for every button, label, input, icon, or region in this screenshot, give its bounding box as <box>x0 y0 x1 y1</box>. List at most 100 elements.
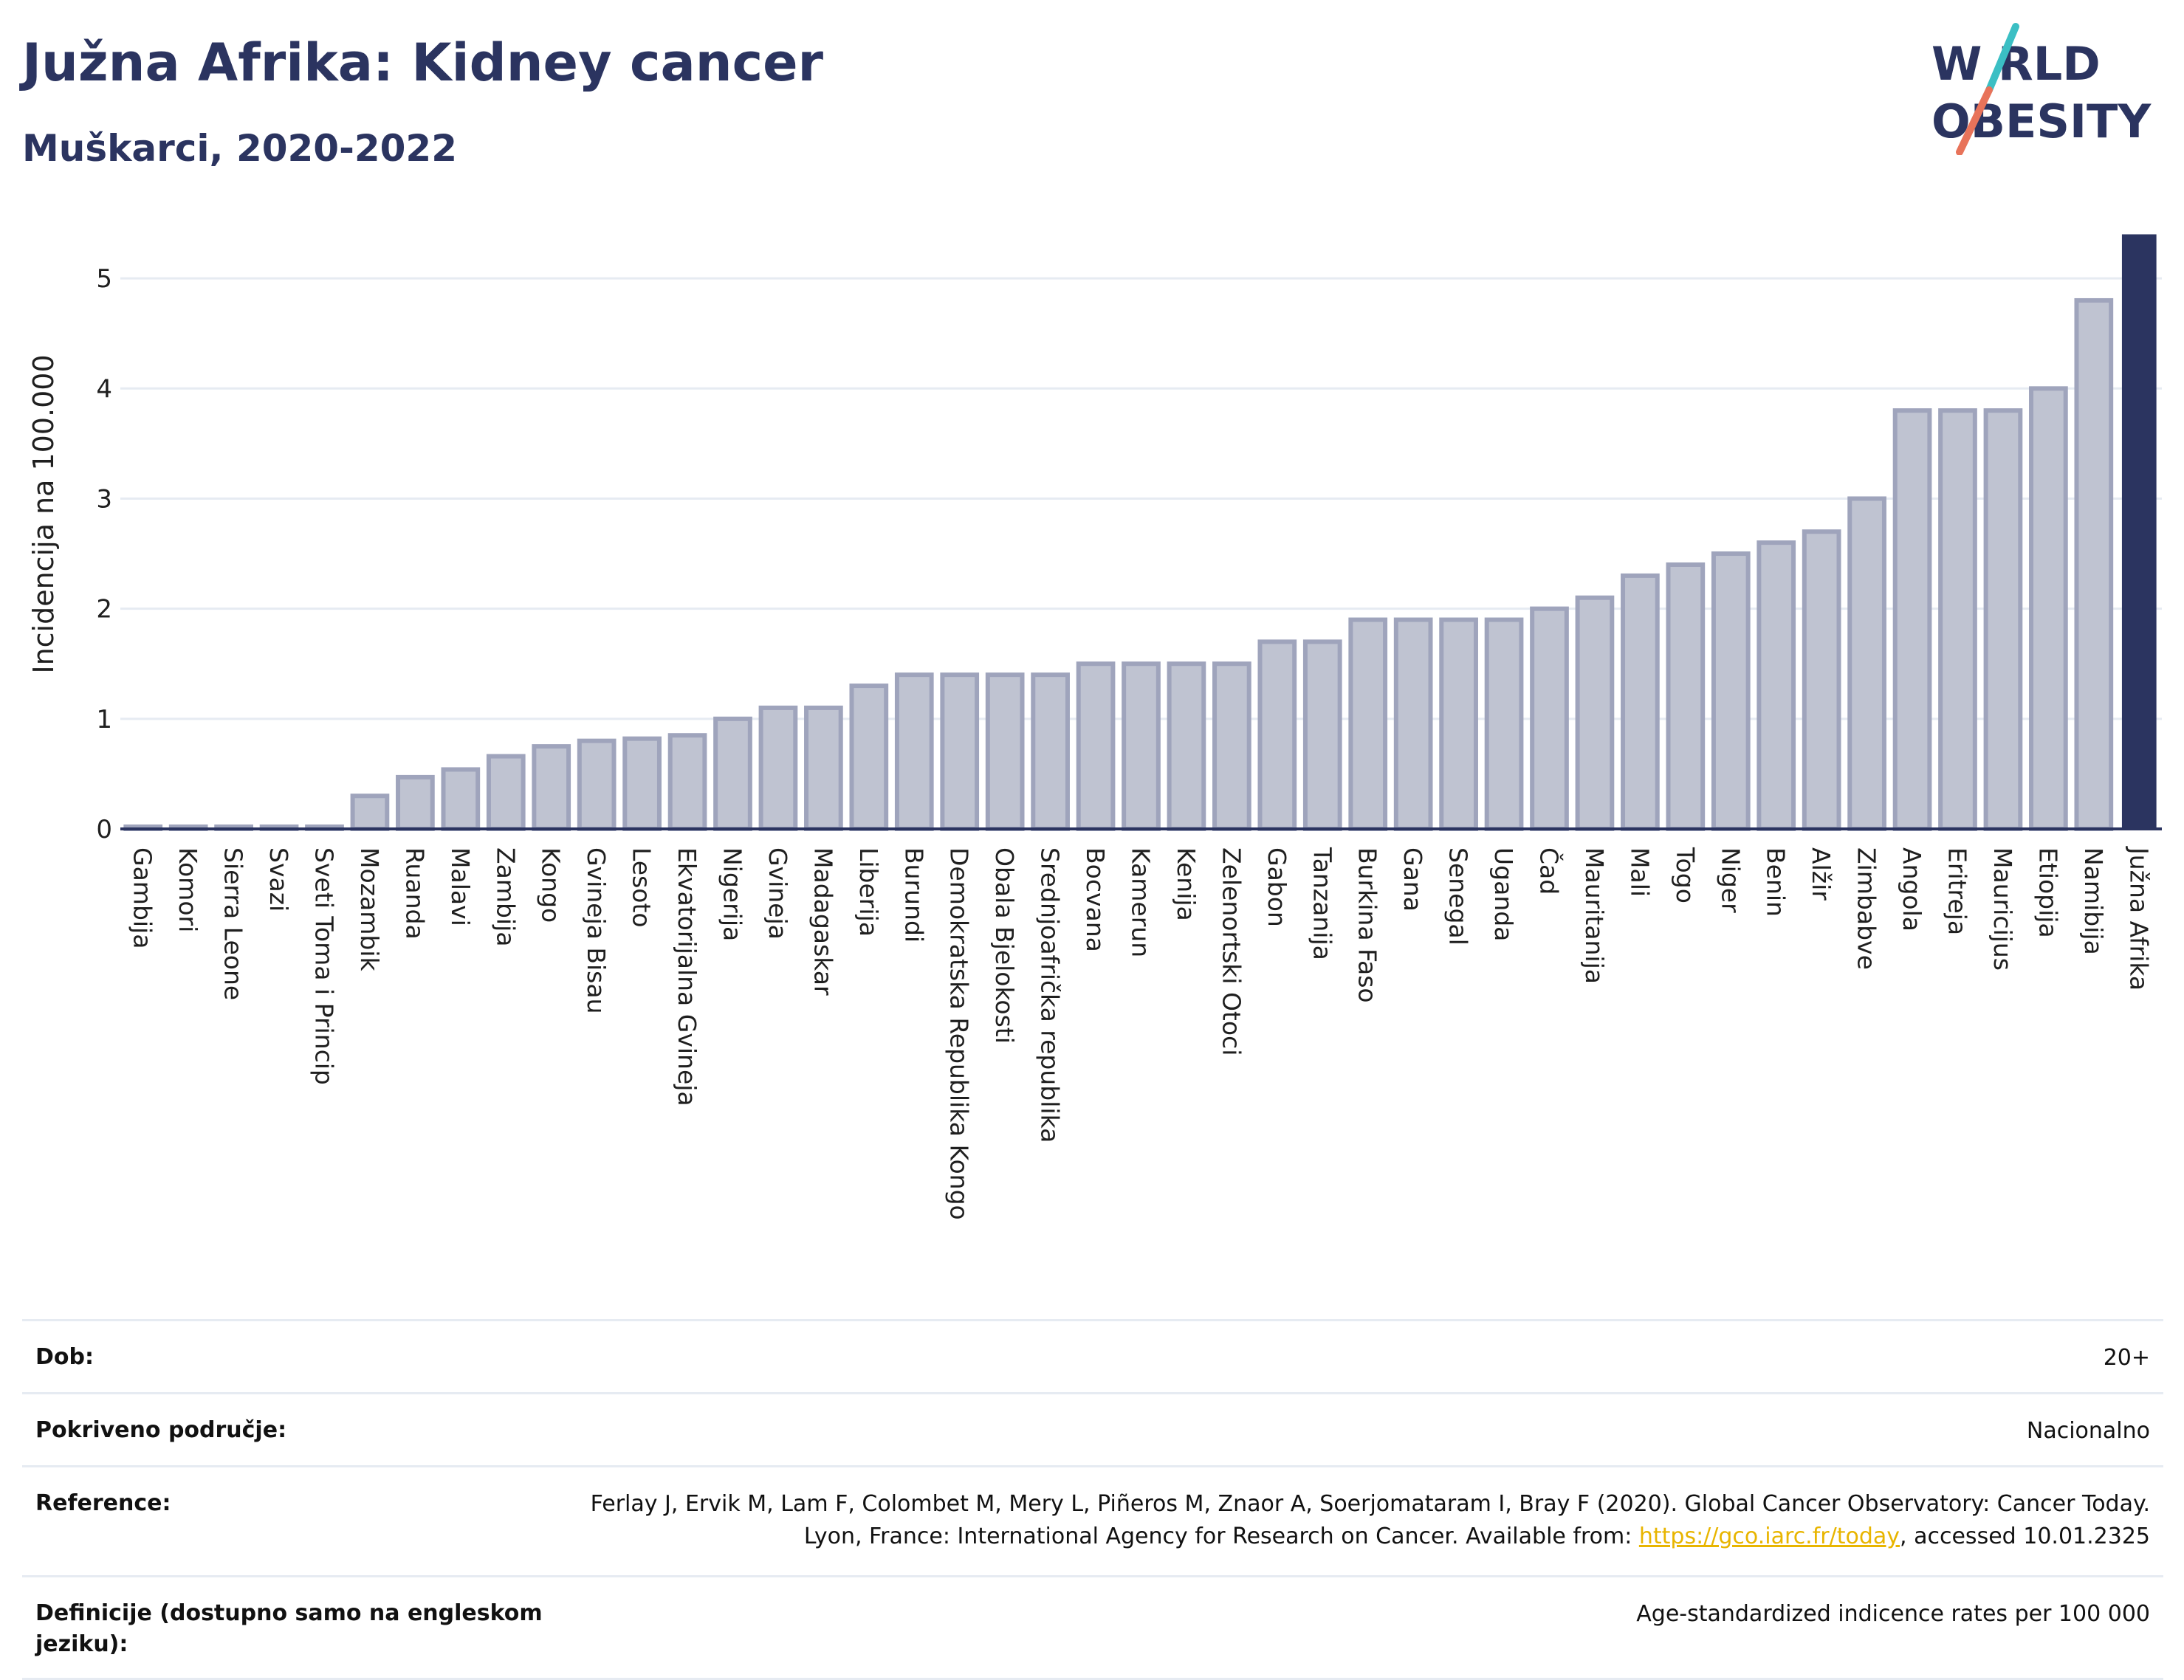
bar-malavi[interactable] <box>441 767 481 832</box>
bar-kenija[interactable] <box>1167 661 1206 831</box>
x-category-label: Angola <box>1898 847 1926 932</box>
x-category-label: Kamerun <box>1127 847 1155 957</box>
bar-etiopija[interactable] <box>2029 386 2068 831</box>
x-category-label: Uganda <box>1489 847 1518 941</box>
bar-mauritanija[interactable] <box>1575 595 1615 831</box>
world-obesity-logo[interactable]: W RLD OBESITY <box>1927 22 2171 155</box>
coverage-label: Pokriveno područje: <box>35 1417 287 1443</box>
x-category-label: Liberija <box>854 847 883 937</box>
bar-angola[interactable] <box>1892 408 1932 831</box>
info-row-coverage: Pokriveno područje: Nacionalno <box>22 1392 2163 1465</box>
bar-ruanda[interactable] <box>396 774 435 831</box>
x-category-label: Tanzanija <box>1308 847 1336 960</box>
x-category-label: Čad <box>1535 847 1565 895</box>
x-category-label: Gvineja Bisau <box>582 847 611 1014</box>
x-category-label: Mauritanija <box>1580 847 1609 984</box>
x-category-label: Kongo <box>537 847 566 923</box>
bar-niger[interactable] <box>1711 551 1751 831</box>
bar-kamerun[interactable] <box>1122 661 1161 831</box>
y-axis-label: Incidencija na 100.000 <box>27 354 60 673</box>
x-category-label: Niger <box>1716 847 1745 913</box>
bar-gvineja-bisau[interactable] <box>577 738 617 831</box>
x-category-label: Sveti Toma i Princip <box>310 847 339 1085</box>
bar-namibija[interactable] <box>2074 297 2114 831</box>
bar-gvineja[interactable] <box>758 705 798 831</box>
x-category-label: Srednjoafrička republika <box>1036 847 1065 1143</box>
x-category-label: Eritreja <box>1943 847 1972 935</box>
bar-obala-bjelokosti[interactable] <box>985 672 1025 831</box>
x-category-label: Etiopija <box>2033 847 2062 938</box>
y-tick-label: 0 <box>96 815 112 844</box>
bar-demokratska-republika-kongo[interactable] <box>940 672 980 831</box>
reference-text-1: Ferlay J, Ervik M, Lam F, Colombet M, Me… <box>590 1491 2150 1549</box>
x-category-label: Senegal <box>1444 847 1473 946</box>
bar-zambija[interactable] <box>486 754 526 831</box>
bar-uganda[interactable] <box>1484 617 1524 831</box>
bar-srednjoafrička-republika[interactable] <box>1031 672 1070 831</box>
bar-burundi[interactable] <box>894 672 934 831</box>
x-category-label: Demokratska Republika Kongo <box>945 847 974 1220</box>
x-category-label: Benin <box>1762 847 1790 917</box>
bar-zimbabve[interactable] <box>1847 496 1886 831</box>
bar-senegal[interactable] <box>1439 617 1478 831</box>
y-tick-label: 2 <box>96 595 112 624</box>
x-category-label: Komori <box>174 847 202 932</box>
bar-alžir[interactable] <box>1802 529 1841 831</box>
bar-tanzanija[interactable] <box>1302 639 1342 832</box>
definitions-label: Definicije (dostupno samo na engleskom j… <box>35 1600 543 1657</box>
bar-gabon[interactable] <box>1257 639 1297 832</box>
x-category-label: Togo <box>1671 847 1700 903</box>
x-category-label: Gvineja <box>763 847 792 940</box>
x-category-label: Lesoto <box>628 847 656 928</box>
x-category-label: Gana <box>1398 847 1427 912</box>
x-category-label: Zimbabve <box>1852 847 1881 970</box>
x-category-label: Burkina Faso <box>1353 847 1382 1003</box>
x-category-label: Mali <box>1625 847 1654 897</box>
bar-čad[interactable] <box>1530 606 1569 831</box>
bar-nigerija[interactable] <box>713 716 752 831</box>
y-tick-label: 5 <box>96 264 112 294</box>
x-category-label: Zambija <box>491 847 520 946</box>
bar-lesoto[interactable] <box>622 736 662 831</box>
x-category-label: Južna Afrika <box>2124 846 2153 991</box>
y-tick-label: 3 <box>96 484 112 514</box>
bar-liberija[interactable] <box>849 684 889 831</box>
reference-value: Ferlay J, Ervik M, Lam F, Colombet M, Me… <box>585 1488 2150 1553</box>
y-tick-label: 1 <box>96 705 112 734</box>
page-subtitle: Muškarci, 2020-2022 <box>22 127 458 170</box>
bar-kongo[interactable] <box>532 744 571 831</box>
bar-mali[interactable] <box>1621 573 1660 832</box>
x-category-label: Mauricijus <box>1988 847 2017 971</box>
x-category-label: Ekvatorijalna Gvineja <box>673 847 701 1106</box>
info-row-age: Dob: 20+ <box>22 1319 2163 1392</box>
bar-benin[interactable] <box>1757 540 1796 831</box>
reference-label: Reference: <box>35 1490 171 1516</box>
reference-link[interactable]: https://gco.iarc.fr/today <box>1638 1524 1900 1549</box>
x-category-label: Obala Bjelokosti <box>990 847 1019 1044</box>
bar-južna-afrika[interactable] <box>2121 234 2157 829</box>
info-row-reference: Reference: Ferlay J, Ervik M, Lam F, Col… <box>22 1465 2163 1575</box>
x-category-label: Bocvana <box>1081 847 1110 952</box>
x-category-label: Burundi <box>899 847 928 943</box>
page-title: Južna Afrika: Kidney cancer <box>22 32 824 93</box>
reference-text-2: , accessed 10.01.2325 <box>1900 1524 2150 1549</box>
bar-chart: 0 1 2 3 4 5 Incidencija na 100.000 Gambija Komor… <box>27 234 2162 1220</box>
bar-gana[interactable] <box>1393 617 1433 831</box>
bar-eritreja[interactable] <box>1938 408 1977 831</box>
bar-mauricijus[interactable] <box>1983 408 2023 831</box>
logo-slash-top <box>1985 23 2019 94</box>
x-category-label: Svazi <box>264 847 293 912</box>
bar-burkina-faso[interactable] <box>1348 617 1388 831</box>
age-value: 20+ <box>2103 1345 2150 1371</box>
bar-togo[interactable] <box>1666 562 1706 831</box>
bar-mozambik[interactable] <box>350 793 390 831</box>
bar-bocvana[interactable] <box>1076 661 1116 831</box>
y-tick-label: 4 <box>96 374 112 404</box>
bar-ekvatorijalna-gvineja[interactable] <box>667 733 707 832</box>
info-table: Dob: 20+ Pokriveno područje: Nacionalno … <box>22 1319 2163 1680</box>
definitions-value: Age-standardized indicence rates per 100… <box>1636 1601 2150 1627</box>
x-category-label: Alžir <box>1807 847 1836 901</box>
bar-zelenortski-otoci[interactable] <box>1212 661 1251 831</box>
bar-madagaskar[interactable] <box>804 705 843 831</box>
logo-line-1: W RLD <box>1931 37 2101 91</box>
